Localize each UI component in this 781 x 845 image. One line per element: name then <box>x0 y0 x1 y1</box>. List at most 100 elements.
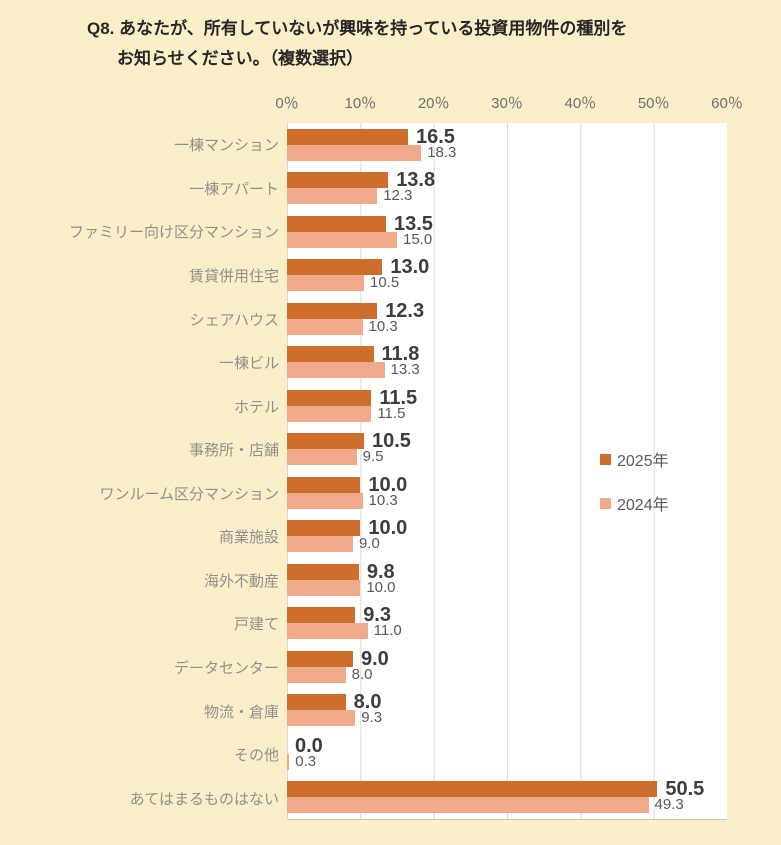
bar-2024年 <box>287 579 361 596</box>
value-label-2025年: 13.8 <box>396 169 436 192</box>
x-axis-tick: 40％ <box>564 95 597 112</box>
bar-line: 10.3 <box>287 318 727 335</box>
bar-2025年 <box>287 563 359 580</box>
x-axis-tick: 60％ <box>711 95 743 112</box>
x-axis-tick: 0％ <box>275 95 299 112</box>
bar-line: 11.0 <box>287 622 727 640</box>
page-title: Q8. あなたが、所有していないが興味を持っている投資用物件の種別を お知らせく… <box>87 14 627 74</box>
category-label: データセンター <box>173 660 279 678</box>
value-label-2024年: 9.5 <box>362 448 384 466</box>
bar-line: 10.3 <box>287 491 727 509</box>
category-label: その他 <box>233 747 279 765</box>
bar-2025年 <box>287 476 361 493</box>
bar-2024年 <box>287 318 363 335</box>
legend-swatch-2025-icon <box>600 453 611 465</box>
bar-2025年 <box>287 172 389 189</box>
bar-2024年 <box>287 623 368 640</box>
bar-2024年 <box>287 666 346 683</box>
bar-line: 9.3 <box>287 709 727 727</box>
category-label: 戸建て <box>233 616 279 634</box>
value-label-2025年: 10.0 <box>368 517 408 540</box>
value-label-2024年: 9.3 <box>361 709 383 727</box>
bar-line: 13.3 <box>287 361 727 379</box>
value-label-2024年: 10.3 <box>368 491 398 509</box>
legend-label-2024: 2024年 <box>617 497 669 514</box>
bar-row: 13.0 10.5 <box>287 254 727 298</box>
bar-row: 9.0 8.0 <box>287 645 727 689</box>
category-label: 一棟ビル <box>218 355 279 373</box>
value-label-2025年: 0.0 <box>295 734 323 757</box>
title-line-1: Q8. あなたが、所有していないが興味を持っている投資用物件の種別を <box>87 19 628 38</box>
bar-2024年 <box>287 492 363 509</box>
value-label-2025年: 9.3 <box>363 604 391 627</box>
x-axis-tick: 20％ <box>417 95 450 112</box>
bar-line: 0.3 <box>287 752 727 770</box>
x-axis: 0％ 10％ 20％ 30％ 40％ 50％ 60％ <box>275 92 743 112</box>
bar-line: 50.5 <box>287 779 727 799</box>
category-label: ワンルーム区分マンション <box>99 485 279 503</box>
bar-row: 10.0 10.3 <box>287 471 727 515</box>
bar-row: 11.5 11.5 <box>287 384 727 428</box>
category-label: 一棟アパート <box>189 180 279 198</box>
bar-2025年 <box>287 520 361 537</box>
category-label: あてはまるものはない <box>129 790 279 808</box>
bar-row: 8.0 9.3 <box>287 689 727 733</box>
bar-line: 16.5 <box>287 125 727 148</box>
bar-2024年 <box>287 144 422 161</box>
bar-row: 50.5 49.3 <box>287 776 727 820</box>
x-axis-tick: 50％ <box>637 95 670 112</box>
value-label-2025年: 16.5 <box>416 125 455 148</box>
bar-2025年 <box>287 389 372 406</box>
value-label-2025年: 11.5 <box>379 386 418 409</box>
value-label-2025年: 9.0 <box>361 647 389 670</box>
x-axis-tick: 10％ <box>344 95 377 112</box>
bar-2024年 <box>287 275 364 292</box>
bar-line: 10.0 <box>287 578 727 596</box>
bar-row: 9.8 10.0 <box>287 558 727 602</box>
bar-line: 15.0 <box>287 230 727 248</box>
category-label: 物流・倉庫 <box>203 703 279 721</box>
bar-row: 13.8 12.3 <box>287 167 727 211</box>
bar-rows: 16.5 18.3 13.8 12.3 13.5 15.0 13.0 10.5 12.3 10.3… <box>287 123 727 819</box>
bar-line: 49.3 <box>287 797 727 814</box>
bar-line: 13.5 <box>287 212 727 235</box>
value-label-2024年: 10.0 <box>366 578 396 596</box>
x-axis-tick: 30％ <box>491 95 523 112</box>
bar-2024年 <box>287 710 356 727</box>
bar-2024年 <box>287 188 378 205</box>
bar-line: 9.0 <box>287 647 727 670</box>
bar-row: 0.0 0.3 <box>287 732 727 776</box>
value-label-2024年: 11.0 <box>373 622 402 640</box>
bar-2025年 <box>287 128 408 145</box>
bar-2025年 <box>287 215 386 232</box>
bar-line: 11.8 <box>287 343 727 366</box>
category-label: 海外不動産 <box>203 572 279 590</box>
bar-2025年 <box>287 302 378 319</box>
bar-line: 11.5 <box>287 386 727 409</box>
value-label-2025年: 12.3 <box>385 299 425 322</box>
value-label-2025年: 13.5 <box>394 212 433 235</box>
bar-2024年 <box>287 449 357 466</box>
value-label-2025年: 11.8 <box>381 343 420 366</box>
plot-area: 16.5 18.3 13.8 12.3 13.5 15.0 13.0 10.5 12.3 10.3… <box>287 123 727 820</box>
category-label: 事務所・店舗 <box>188 442 279 460</box>
value-label-2024年: 15.0 <box>403 230 433 248</box>
value-label-2024年: 0.3 <box>295 752 317 770</box>
bar-2025年 <box>287 694 346 711</box>
value-label-2024年: 9.0 <box>359 535 380 553</box>
bar-2024年 <box>287 797 649 814</box>
bar-row: 13.5 15.0 <box>287 210 727 254</box>
bar-line: 12.3 <box>287 187 727 205</box>
bar-line: 10.0 <box>287 517 727 540</box>
bar-line: 0.0 <box>287 734 727 757</box>
value-label-2024年: 12.3 <box>383 187 413 205</box>
category-label: ホテル <box>233 398 279 416</box>
value-label-2024年: 11.5 <box>377 404 406 422</box>
bar-line: 9.3 <box>287 604 727 627</box>
bar-line: 18.3 <box>287 144 727 161</box>
legend-item-2025: 2025年 <box>600 447 669 471</box>
category-label: 一棟マンション <box>173 137 279 155</box>
value-label-2024年: 13.3 <box>390 361 420 379</box>
bar-line: 13.0 <box>287 257 727 277</box>
